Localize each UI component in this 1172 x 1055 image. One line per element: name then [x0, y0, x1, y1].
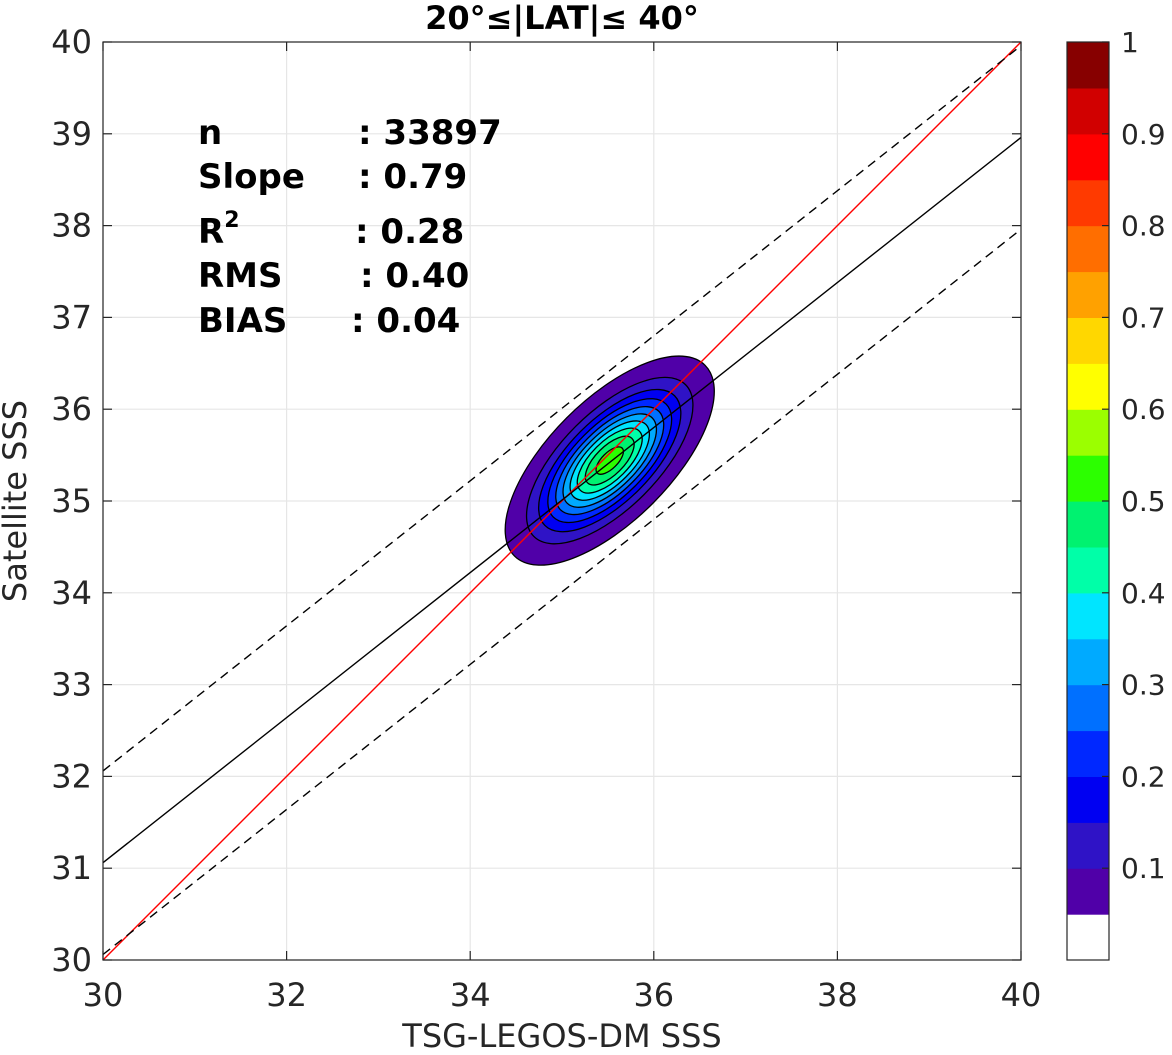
colorbar-segment [1067, 179, 1109, 227]
colorbar-segment [1067, 363, 1109, 410]
stat-slope-value: : 0.79 [358, 157, 467, 197]
y-tick-label: 36 [51, 390, 92, 428]
colorbar-segment [1067, 317, 1109, 364]
colorbar-tick-label: 0.4 [1121, 577, 1166, 610]
x-tick-label: 32 [266, 976, 307, 1014]
colorbar-segment [1067, 42, 1109, 89]
stat-n-label: n [198, 113, 222, 153]
colorbar-tick-label: 0.7 [1121, 301, 1166, 334]
colorbar-segment [1067, 914, 1109, 961]
stat-r2-letter: R [198, 212, 224, 252]
colorbar-segment [1067, 225, 1109, 273]
y-tick-label: 40 [51, 23, 92, 61]
y-tick-label: 34 [51, 574, 92, 612]
y-tick-label: 38 [51, 207, 92, 245]
colorbar-segment [1067, 868, 1109, 915]
colorbar-segment [1067, 455, 1109, 502]
stat-bias-value: : 0.04 [351, 301, 460, 341]
colorbar [1067, 42, 1109, 961]
stat-r2-value: : 0.28 [355, 212, 464, 252]
colorbar-tick-label: 0.8 [1121, 210, 1166, 243]
colorbar-segment [1067, 776, 1109, 823]
tick-marks [102, 41, 1022, 961]
colorbar-segment [1067, 409, 1109, 456]
y-tick-label: 39 [51, 115, 92, 153]
stat-slope-label: Slope [198, 157, 305, 197]
x-tick-label: 34 [450, 976, 491, 1014]
colorbar-segment [1067, 501, 1109, 548]
colorbar-segment [1067, 87, 1109, 135]
reference-lines [103, 42, 1021, 960]
stat-n-value: : 33897 [358, 113, 502, 153]
colorbar-segment [1067, 684, 1109, 732]
y-tick-label: 33 [51, 666, 92, 704]
colorbar-tick-labels: 0.1 0.2 0.3 0.4 0.5 0.6 0.7 0.8 0.9 1 [1102, 26, 1166, 885]
stats-box: n : 33897 Slope : 0.79 R2 : 0.28 RMS : 0… [198, 113, 502, 341]
colorbar-segment [1067, 546, 1109, 594]
stat-rms-label: RMS [198, 256, 283, 296]
grid-lines [102, 41, 1022, 961]
x-tick-label: 36 [633, 976, 674, 1014]
colorbar-segment [1067, 638, 1109, 686]
stat-r2-label: R2 [198, 208, 240, 252]
colorbar-segment [1067, 133, 1109, 181]
y-axis-label: Satellite SSS [0, 400, 34, 602]
y-tick-label: 30 [51, 941, 92, 979]
y-tick-label: 31 [51, 849, 92, 887]
stat-bias-label: BIAS [198, 301, 287, 341]
colorbar-segment [1067, 730, 1109, 777]
colorbar-segment [1067, 822, 1109, 869]
colorbar-tick-label: 0.1 [1121, 852, 1166, 885]
y-tick-label: 35 [51, 482, 92, 520]
colorbar-tick-label: 0.9 [1121, 118, 1166, 151]
colorbar-tick-label: 1 [1121, 26, 1139, 59]
colorbar-segment [1067, 271, 1109, 318]
y-tick-label: 32 [51, 757, 92, 795]
colorbar-segment [1067, 592, 1109, 640]
x-tick-label: 38 [817, 976, 858, 1014]
stat-r2-superscript: 2 [224, 208, 239, 233]
x-tick-label: 40 [1001, 976, 1042, 1014]
y-tick-label: 37 [51, 298, 92, 336]
one-to-one-line [103, 42, 1021, 960]
density-contours [504, 355, 715, 566]
x-tick-labels: 30 32 34 36 38 40 [83, 976, 1042, 1014]
chart-title: 20°≤|LAT|≤ 40° [425, 0, 699, 38]
colorbar-tick-label: 0.6 [1121, 393, 1166, 426]
colorbar-tick-label: 0.5 [1121, 485, 1166, 518]
stat-rms-value: : 0.40 [360, 256, 469, 296]
x-tick-label: 30 [83, 976, 124, 1014]
regression-line [103, 136, 1021, 864]
colorbar-tick-label: 0.2 [1121, 760, 1166, 793]
y-tick-labels: 30 31 32 33 34 35 36 37 38 39 40 [51, 23, 92, 979]
colorbar-tick-label: 0.3 [1121, 669, 1166, 702]
x-axis-label: TSG-LEGOS-DM SSS [401, 1017, 721, 1055]
